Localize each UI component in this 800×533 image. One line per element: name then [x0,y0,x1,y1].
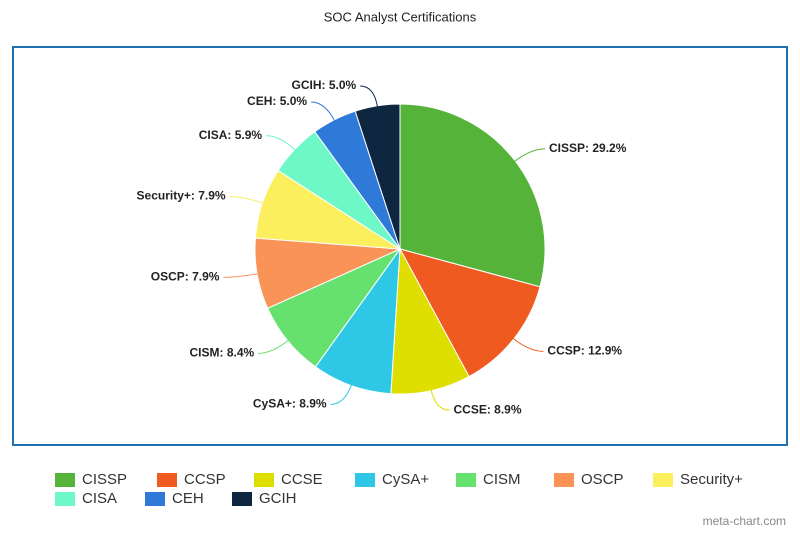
legend-label: CCSE [281,471,323,488]
data-label: GCIH: 5.0% [292,78,357,92]
legend-swatch [55,492,75,506]
plot-frame [12,46,788,446]
leader-line [266,135,297,152]
leader-line [430,388,450,411]
legend-label: CEH [172,490,204,507]
legend-label: OSCP [581,471,624,488]
leader-line [511,337,544,352]
credit: meta-chart.com [703,514,786,528]
legend-swatch [653,473,673,487]
data-label: Security+: 7.9% [137,189,226,203]
data-label: OSCP: 7.9% [151,270,220,284]
legend-label: Security+ [680,471,743,488]
legend-label: CySA+ [382,471,429,488]
data-label: CISM: 8.4% [190,346,255,360]
leader-line [330,383,353,405]
data-label: CISSP: 29.2% [549,141,627,155]
chart-title: SOC Analyst Certifications [324,9,477,24]
data-label: CySA+: 8.9% [253,397,327,411]
leader-line [258,339,290,354]
legend-swatch [145,492,165,506]
data-label: CISA: 5.9% [199,128,263,142]
data-label: CCSP: 12.9% [547,344,622,358]
legend-swatch [157,473,177,487]
legend-swatch [232,492,252,506]
leader-line [229,196,265,205]
legend-swatch [254,473,274,487]
legend-label: CISM [483,471,521,488]
leader-line [311,101,336,122]
legend-swatch [456,473,476,487]
leader-line [513,148,546,163]
legend-swatch [55,473,75,487]
leader-line [223,273,260,278]
legend-label: CISA [82,490,117,507]
data-label: CCSE: 8.9% [453,402,521,416]
legend-label: GCIH [259,490,297,507]
legend-label: CISSP [82,471,127,488]
legend-swatch [554,473,574,487]
legend-label: CCSP [184,471,226,488]
legend-swatch [355,473,375,487]
data-label: CEH: 5.0% [247,94,307,108]
leader-line [360,85,379,108]
